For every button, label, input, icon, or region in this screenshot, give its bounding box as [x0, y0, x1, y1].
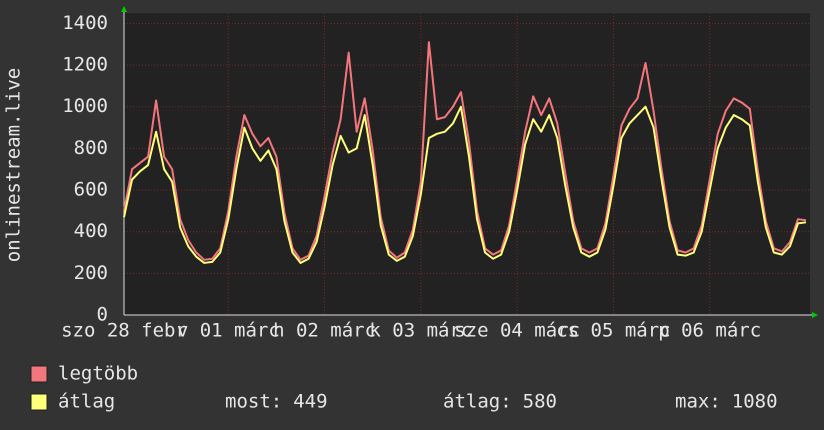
stat-value: 449	[293, 391, 327, 413]
x-tick-label: cs 05 márc	[556, 320, 670, 342]
y-axis-label: onlinestream.live	[3, 68, 25, 262]
stat-value: 580	[523, 391, 557, 413]
legend-label: legtöbb	[58, 363, 138, 385]
x-tick-label: sze 04 márc	[454, 320, 580, 342]
legend-label: átlag	[58, 391, 115, 413]
x-tick-label: h 02 márc	[273, 320, 376, 342]
stat-label: átlag:	[443, 391, 512, 413]
stat-value: 1080	[732, 391, 778, 413]
stat-label: most:	[225, 391, 282, 413]
plot-area	[124, 13, 810, 315]
x-tick-label: k 03 márc	[369, 320, 472, 342]
y-tick-label: 400	[74, 220, 108, 242]
stat-label: max:	[675, 391, 721, 413]
series-line	[123, 105, 807, 264]
y-tick-label: 200	[74, 262, 108, 284]
y-tick-label: 1000	[62, 95, 108, 117]
y-tick-label: 1400	[62, 12, 108, 34]
y-tick-label: 800	[74, 137, 108, 159]
axis-arrow	[812, 312, 818, 318]
y-tick-label: 0	[97, 304, 108, 326]
x-tick-label: p 06 márc	[658, 320, 761, 342]
legend-swatch	[30, 393, 48, 411]
y-tick-label: 600	[74, 179, 108, 201]
y-tick-label: 1200	[62, 54, 108, 76]
x-tick-label: v 01 márc	[177, 320, 280, 342]
legend-swatch	[30, 365, 48, 383]
series-line	[123, 41, 807, 261]
axis-arrow	[121, 6, 127, 12]
x-tick-label: szo 28 febr	[61, 320, 187, 342]
